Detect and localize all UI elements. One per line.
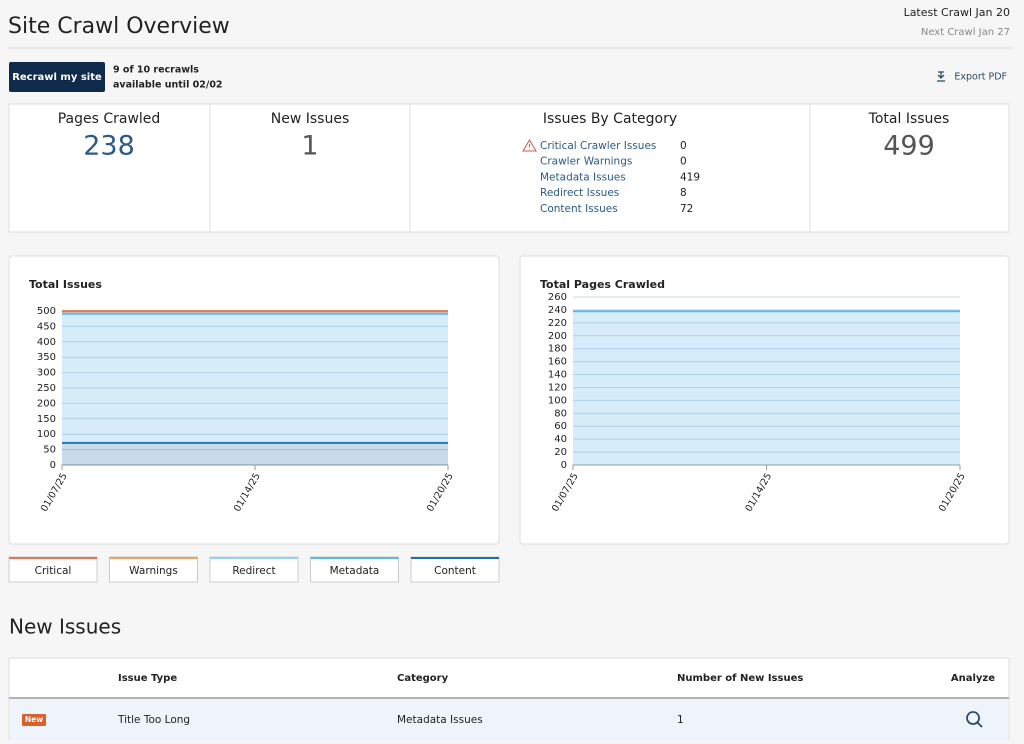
- legend-button[interactable]: [8, 556, 98, 583]
- area: [573, 311, 960, 465]
- y-tick-label: 500: [37, 306, 56, 317]
- legend-button[interactable]: [310, 556, 399, 583]
- stat-label: Total Issues: [868, 111, 950, 127]
- y-tick-label: 40: [554, 434, 567, 445]
- stat-label: Pages Crawled: [58, 111, 161, 127]
- legend-button[interactable]: [109, 556, 198, 583]
- stat-label: New Issues: [271, 111, 349, 127]
- y-tick-label: 20: [554, 447, 567, 458]
- issue-type: Title Too Long: [117, 714, 190, 726]
- y-tick-label: 80: [554, 408, 567, 419]
- category-count: 72: [680, 203, 693, 215]
- export-pdf[interactable]: Export PDF: [954, 72, 1007, 83]
- category-name[interactable]: Redirect Issues: [540, 187, 619, 199]
- legend-label[interactable]: Warnings: [129, 565, 178, 577]
- legend-swatch: [411, 557, 499, 559]
- y-tick-label: 260: [548, 292, 567, 303]
- y-tick-label: 400: [37, 337, 56, 348]
- warning-icon: [522, 139, 537, 152]
- stats-panel: [8, 103, 1010, 233]
- y-tick-label: 120: [548, 382, 567, 393]
- recrawl-button-label[interactable]: Recrawl my site: [12, 72, 102, 83]
- chart-title: Total Issues: [29, 278, 102, 291]
- y-tick-label: 450: [37, 321, 56, 332]
- badge-label: New: [25, 715, 43, 724]
- section-title: New Issues: [9, 615, 121, 639]
- legend-button[interactable]: [209, 556, 299, 583]
- y-tick-label: 100: [548, 395, 567, 406]
- next-crawl: Next Crawl Jan 27: [921, 27, 1010, 38]
- download-icon[interactable]: [937, 71, 945, 82]
- page-title: Site Crawl Overview: [8, 14, 230, 39]
- stat-value: 238: [83, 131, 135, 162]
- y-tick-label: 150: [37, 414, 56, 425]
- area: [62, 313, 448, 443]
- legend-swatch: [310, 557, 399, 559]
- stat-value: 499: [883, 131, 935, 162]
- chart-title: Total Pages Crawled: [540, 278, 665, 291]
- y-tick-label: 200: [37, 398, 56, 409]
- y-tick-label: 60: [554, 421, 567, 432]
- y-tick-label: 0: [561, 460, 567, 471]
- category-count: 0: [680, 156, 687, 168]
- column-header: Issue Type: [118, 673, 177, 684]
- area: [62, 442, 448, 465]
- category-name[interactable]: Critical Crawler Issues: [540, 140, 656, 152]
- legend-label[interactable]: Content: [434, 565, 476, 577]
- issue-category: Metadata Issues: [397, 714, 483, 726]
- legend-label[interactable]: Critical: [35, 565, 72, 577]
- y-tick-label: 220: [548, 318, 567, 329]
- y-tick-label: 300: [37, 368, 56, 379]
- column-header: Number of New Issues: [677, 673, 803, 684]
- stat-label: Issues By Category: [543, 111, 677, 127]
- chart-card: [8, 255, 500, 545]
- legend-swatch: [210, 557, 298, 559]
- table-row: [10, 699, 1008, 740]
- y-tick-label: 250: [37, 383, 56, 394]
- issue-count: 1: [677, 714, 684, 726]
- y-tick-label: 50: [43, 445, 56, 456]
- y-tick-label: 350: [37, 352, 56, 363]
- y-tick-label: 240: [548, 305, 567, 316]
- y-tick-label: 160: [548, 357, 567, 368]
- y-tick-label: 200: [548, 331, 567, 342]
- recrawl-button[interactable]: [9, 62, 105, 92]
- category-count: 8: [680, 187, 687, 199]
- category-count: 419: [680, 171, 700, 183]
- column-header: Category: [397, 673, 449, 684]
- y-tick-label: 140: [548, 370, 567, 381]
- recrawl-info: available until 02/02: [113, 80, 223, 91]
- legend-label[interactable]: Metadata: [330, 565, 380, 577]
- recrawl-info: 9 of 10 recrawls: [113, 65, 199, 76]
- latest-crawl: Latest Crawl Jan 20: [904, 6, 1010, 19]
- legend-label[interactable]: Redirect: [232, 565, 275, 577]
- analyze-icon[interactable]: [966, 711, 983, 728]
- legend-button[interactable]: [410, 556, 500, 583]
- stat-value: 1: [301, 131, 318, 162]
- column-header: Analyze: [951, 673, 995, 684]
- legend-swatch: [109, 557, 198, 559]
- badge: [22, 714, 46, 726]
- category-count: 0: [680, 140, 687, 152]
- category-name[interactable]: Metadata Issues: [540, 171, 626, 183]
- y-tick-label: 100: [37, 429, 56, 440]
- y-tick-label: 180: [548, 344, 567, 355]
- category-name[interactable]: Content Issues: [540, 203, 618, 215]
- category-name[interactable]: Crawler Warnings: [540, 156, 632, 168]
- y-tick-label: 0: [50, 460, 56, 471]
- legend-swatch: [9, 557, 97, 559]
